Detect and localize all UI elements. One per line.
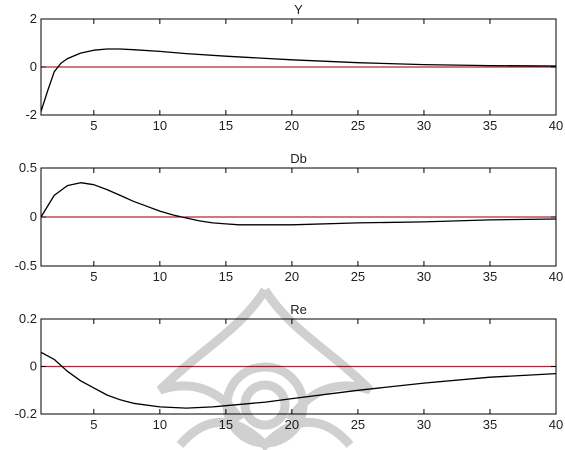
panel-title: Db <box>290 151 307 166</box>
y-tick-label: -0.5 <box>15 258 37 273</box>
x-tick-label: 30 <box>417 269 431 284</box>
x-tick-label: 15 <box>219 118 233 133</box>
x-tick-label: 15 <box>219 417 233 432</box>
x-tick-label: 35 <box>483 417 497 432</box>
series-line-1 <box>40 48 557 112</box>
chart-panel-3: Re 5 10 15 20 25 30 35 40 -0.2 0 0.2 <box>15 302 564 432</box>
panel-title: Y <box>294 2 303 17</box>
x-tick-label: 25 <box>351 269 365 284</box>
x-tick-label: 25 <box>351 118 365 133</box>
x-tick-label: 5 <box>90 269 97 284</box>
impulse-response-figure: Y 5 10 15 20 25 30 35 40 -2 0 2 Db 5 10 15 20 25 30 35 40 -0.… <box>15 2 564 432</box>
x-tick-label: 40 <box>549 118 563 133</box>
x-tick-label: 35 <box>483 118 497 133</box>
x-tick-label: 30 <box>417 118 431 133</box>
y-tick-label: 0.5 <box>19 160 37 175</box>
x-tick-label: 10 <box>153 118 167 133</box>
x-tick-label: 10 <box>153 417 167 432</box>
y-tick-label: 0 <box>30 59 37 74</box>
panel-title: Re <box>290 302 307 317</box>
x-tick-label: 25 <box>351 417 365 432</box>
y-tick-label: 0 <box>30 209 37 224</box>
x-tick-label: 40 <box>549 269 563 284</box>
y-tick-label: 0 <box>30 359 37 374</box>
y-tick-label: -2 <box>25 107 37 122</box>
series-line-1 <box>40 182 557 226</box>
x-tick-label: 35 <box>483 269 497 284</box>
x-tick-label: 40 <box>549 417 563 432</box>
series-line-1 <box>40 351 557 409</box>
x-tick-label: 5 <box>90 118 97 133</box>
chart-panel-1: Y 5 10 15 20 25 30 35 40 -2 0 2 <box>25 2 563 133</box>
y-tick-label: -0.2 <box>15 406 37 421</box>
x-tick-label: 5 <box>90 417 97 432</box>
x-tick-label: 20 <box>285 417 299 432</box>
chart-panel-2: Db 5 10 15 20 25 30 35 40 -0.5 0 0.5 <box>15 151 564 284</box>
x-tick-label: 15 <box>219 269 233 284</box>
x-tick-label: 20 <box>285 118 299 133</box>
y-tick-label: 0.2 <box>19 311 37 326</box>
y-tick-label: 2 <box>30 11 37 26</box>
watermark-logo <box>156 287 374 450</box>
x-tick-label: 20 <box>285 269 299 284</box>
x-tick-label: 10 <box>153 269 167 284</box>
x-tick-label: 30 <box>417 417 431 432</box>
